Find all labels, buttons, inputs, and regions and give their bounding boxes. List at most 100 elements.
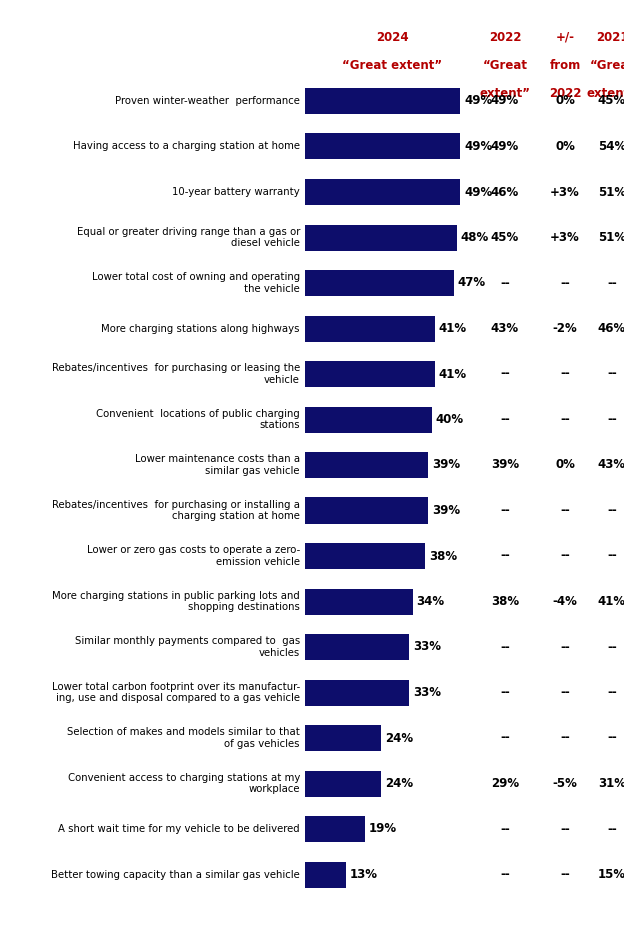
Text: 39%: 39% (432, 459, 461, 472)
Text: 49%: 49% (464, 185, 492, 198)
Text: -5%: -5% (553, 777, 577, 790)
Text: --: -- (500, 504, 510, 517)
Text: --: -- (500, 276, 510, 289)
FancyBboxPatch shape (305, 315, 435, 342)
Text: 29%: 29% (491, 777, 519, 790)
Text: --: -- (560, 276, 570, 289)
Text: 40%: 40% (436, 413, 464, 426)
Text: 49%: 49% (464, 95, 492, 108)
Text: A short wait time for my vehicle to be delivered: A short wait time for my vehicle to be d… (59, 824, 300, 834)
Text: 2022: 2022 (548, 87, 581, 100)
Text: 49%: 49% (491, 140, 519, 153)
Text: 24%: 24% (385, 732, 413, 744)
Text: -2%: -2% (553, 322, 577, 335)
Text: Convenient  locations of public charging
stations: Convenient locations of public charging … (96, 409, 300, 431)
Text: +/-: +/- (555, 31, 575, 44)
Text: 41%: 41% (439, 322, 467, 335)
Text: 38%: 38% (429, 549, 457, 563)
FancyBboxPatch shape (305, 680, 409, 706)
Text: --: -- (560, 686, 570, 699)
Text: --: -- (607, 276, 617, 289)
Text: +3%: +3% (550, 185, 580, 198)
Text: 41%: 41% (598, 595, 624, 608)
Text: --: -- (560, 504, 570, 517)
Text: --: -- (560, 868, 570, 881)
Text: Rebates/incentives  for purchasing or installing a
charging station at home: Rebates/incentives for purchasing or ins… (52, 500, 300, 521)
Text: extent”: extent” (587, 87, 624, 100)
Text: 0%: 0% (555, 459, 575, 472)
Text: 41%: 41% (439, 368, 467, 381)
Text: --: -- (500, 640, 510, 653)
Text: “Great: “Great (590, 59, 624, 72)
Text: --: -- (500, 549, 510, 563)
Text: --: -- (560, 368, 570, 381)
Text: 33%: 33% (413, 640, 441, 653)
Text: 46%: 46% (598, 322, 624, 335)
Text: 0%: 0% (555, 140, 575, 153)
FancyBboxPatch shape (305, 634, 409, 660)
Text: 13%: 13% (350, 868, 378, 881)
Text: Convenient access to charging stations at my
workplace: Convenient access to charging stations a… (67, 773, 300, 795)
Text: --: -- (607, 640, 617, 653)
Text: --: -- (607, 549, 617, 563)
Text: --: -- (607, 368, 617, 381)
Text: 49%: 49% (464, 140, 492, 153)
FancyBboxPatch shape (305, 725, 381, 751)
FancyBboxPatch shape (305, 543, 425, 569)
Text: Lower maintenance costs than a
similar gas vehicle: Lower maintenance costs than a similar g… (135, 454, 300, 475)
Text: 49%: 49% (491, 95, 519, 108)
Text: 46%: 46% (491, 185, 519, 198)
Text: 0%: 0% (555, 95, 575, 108)
Text: 39%: 39% (432, 504, 461, 517)
Text: --: -- (560, 732, 570, 744)
Text: --: -- (607, 823, 617, 836)
Text: 34%: 34% (417, 595, 445, 608)
FancyBboxPatch shape (305, 406, 432, 432)
FancyBboxPatch shape (305, 861, 346, 887)
Text: “Great extent”: “Great extent” (343, 59, 442, 72)
Text: More charging stations in public parking lots and
shopping destinations: More charging stations in public parking… (52, 591, 300, 612)
Text: 45%: 45% (491, 231, 519, 244)
Text: 47%: 47% (457, 276, 486, 289)
Text: 33%: 33% (413, 686, 441, 699)
Text: --: -- (560, 640, 570, 653)
FancyBboxPatch shape (305, 770, 381, 797)
Text: --: -- (560, 413, 570, 426)
Text: --: -- (560, 549, 570, 563)
Text: Better towing capacity than a similar gas vehicle: Better towing capacity than a similar ga… (51, 870, 300, 880)
Text: More charging stations along highways: More charging stations along highways (102, 324, 300, 333)
Text: Lower total cost of owning and operating
the vehicle: Lower total cost of owning and operating… (92, 272, 300, 294)
Text: 51%: 51% (598, 231, 624, 244)
Text: 43%: 43% (491, 322, 519, 335)
FancyBboxPatch shape (305, 452, 428, 478)
Text: --: -- (607, 413, 617, 426)
Text: 24%: 24% (385, 777, 413, 790)
Text: “Great: “Great (482, 59, 527, 72)
Text: 19%: 19% (369, 823, 397, 836)
Text: 45%: 45% (598, 95, 624, 108)
Text: extent”: extent” (479, 87, 530, 100)
FancyBboxPatch shape (305, 225, 457, 251)
Text: --: -- (607, 504, 617, 517)
Text: --: -- (500, 868, 510, 881)
Text: 2021: 2021 (596, 31, 624, 44)
Text: --: -- (500, 732, 510, 744)
Text: +3%: +3% (550, 231, 580, 244)
Text: 54%: 54% (598, 140, 624, 153)
Text: --: -- (500, 368, 510, 381)
Text: 51%: 51% (598, 185, 624, 198)
Text: 48%: 48% (461, 231, 489, 244)
Text: 39%: 39% (491, 459, 519, 472)
Text: --: -- (607, 732, 617, 744)
Text: 31%: 31% (598, 777, 624, 790)
Text: Lower or zero gas costs to operate a zero-
emission vehicle: Lower or zero gas costs to operate a zer… (87, 545, 300, 567)
Text: --: -- (500, 413, 510, 426)
Text: --: -- (560, 823, 570, 836)
Text: --: -- (500, 823, 510, 836)
FancyBboxPatch shape (305, 816, 365, 842)
Text: Lower total carbon footprint over its manufactur-
ing, use and disposal compared: Lower total carbon footprint over its ma… (52, 681, 300, 703)
Text: Proven winter-weather  performance: Proven winter-weather performance (115, 96, 300, 106)
Text: 2024: 2024 (376, 31, 409, 44)
FancyBboxPatch shape (305, 134, 460, 159)
Text: 10-year battery warranty: 10-year battery warranty (172, 187, 300, 197)
